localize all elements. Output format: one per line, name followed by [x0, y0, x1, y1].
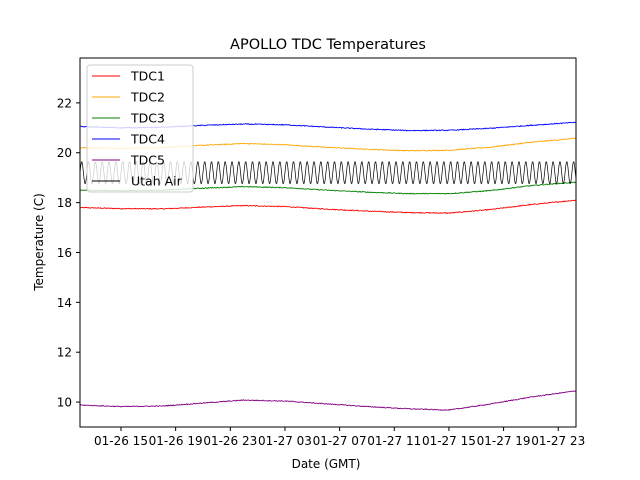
series-line-tdc5 — [80, 390, 576, 412]
legend-label: TDC1 — [130, 69, 165, 84]
legend-label: TDC5 — [130, 153, 165, 168]
x-tick-label: 01-26 23 — [203, 434, 257, 448]
legend-label: TDC4 — [130, 132, 165, 147]
y-tick-label: 18 — [57, 196, 72, 210]
x-axis: 01-26 15 01-26 19 01-26 23 01-27 03 01-27 07… — [94, 427, 585, 448]
x-tick-label: 01-26 15 — [94, 434, 148, 448]
x-tick-label: 01-27 07 — [313, 434, 367, 448]
y-tick-label: 10 — [57, 396, 72, 410]
y-tick-label: 20 — [57, 146, 72, 160]
x-tick-label: 01-26 19 — [149, 434, 203, 448]
x-tick-label: 01-27 15 — [422, 434, 476, 448]
chart-title: APOLLO TDC Temperatures — [230, 37, 426, 53]
plot-frame — [79, 57, 577, 428]
y-tick-label: 12 — [57, 346, 72, 360]
x-tick-label: 01-27 03 — [258, 434, 312, 448]
x-tick-label: 01-27 19 — [477, 434, 531, 448]
legend-label: Utah Air — [131, 174, 183, 189]
y-tick-label: 22 — [57, 96, 72, 110]
y-axis-label: Temperature (C) — [32, 193, 46, 292]
y-tick-label: 14 — [57, 296, 72, 310]
legend-label: TDC2 — [130, 90, 165, 105]
x-axis-label: Date (GMT) — [292, 457, 361, 471]
series-line-tdc1 — [80, 199, 576, 214]
legend-label: TDC3 — [130, 111, 165, 126]
x-tick-label: 01-27 11 — [367, 434, 421, 448]
y-tick-label: 16 — [57, 246, 72, 260]
x-tick-label: 01-27 23 — [531, 434, 585, 448]
y-axis: 10 12 14 16 18 20 22 — [57, 96, 80, 410]
legend: TDC1 TDC2 TDC3 TDC4 TDC5 Utah Air — [86, 64, 194, 193]
